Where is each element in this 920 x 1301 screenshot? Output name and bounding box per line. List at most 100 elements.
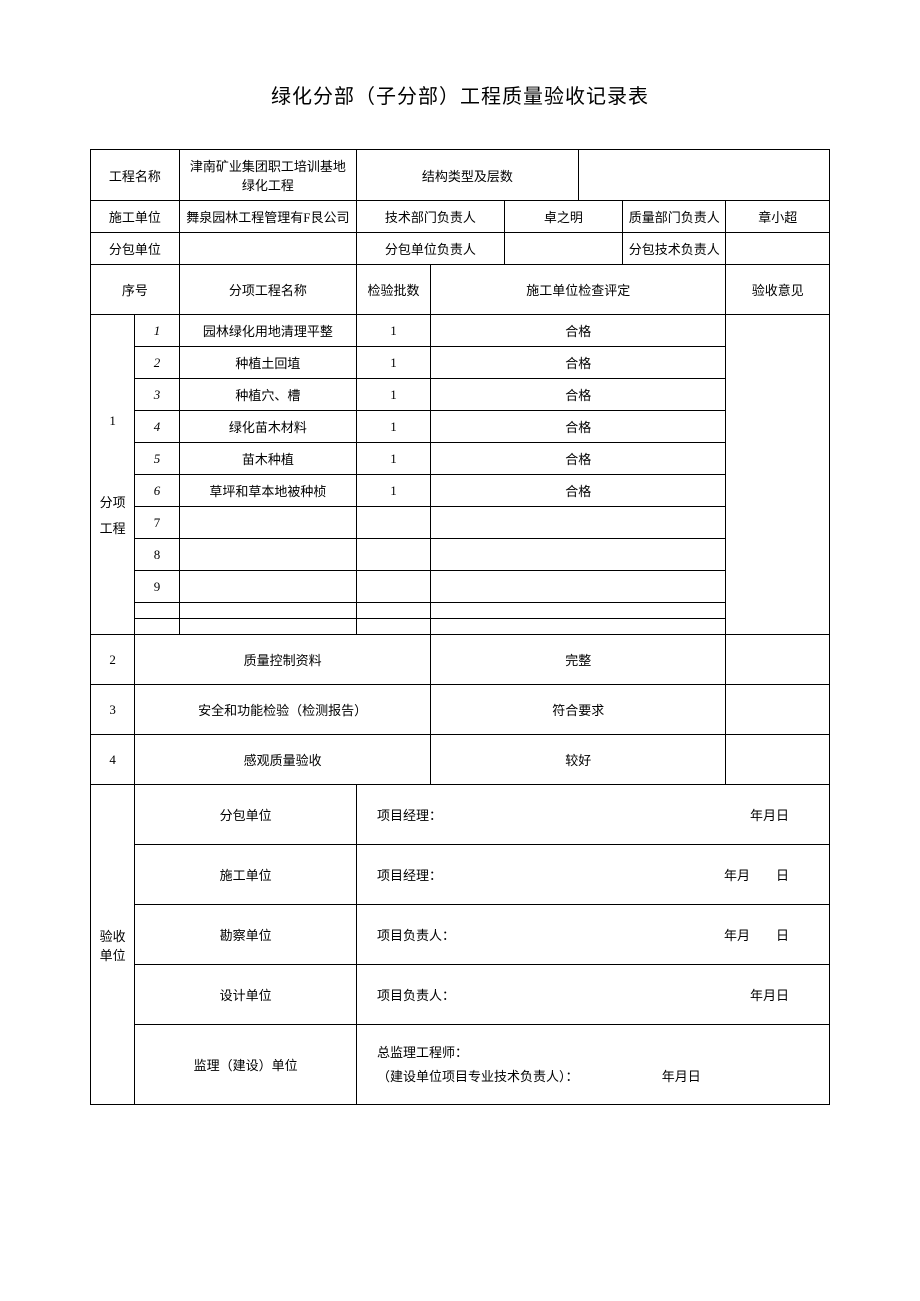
acceptance-group: 验收 单位 (91, 785, 135, 1105)
table-row: 4 感观质量验收 较好 (91, 735, 830, 785)
acceptance-row: 监理（建设）单位 总监理工程师： （建设单位项目专业技术负责人）： 年月日 (91, 1025, 830, 1105)
row-name: 园林绿化用地清理平整 (179, 315, 356, 347)
col-opinion: 验收意见 (726, 265, 830, 315)
summary-num: 4 (91, 735, 135, 785)
row-batch: 1 (357, 411, 431, 443)
row-num: 2 (135, 347, 179, 379)
summary-num: 2 (91, 635, 135, 685)
table-row: 1 分项 工程 1 园林绿化用地清理平整 1 合格 (91, 315, 830, 347)
col-eval: 施工单位检查评定 (430, 265, 726, 315)
row-eval: 合格 (430, 347, 726, 379)
acceptance-record-table: 工程名称 津南矿业集团职工培训基地绿化工程 结构类型及层数 施工单位 舞泉园林工… (90, 149, 830, 1105)
row-batch: 1 (357, 347, 431, 379)
row-name: 苗木种植 (179, 443, 356, 475)
table-row: 3 种植穴、槽 1 合格 (91, 379, 830, 411)
row-name: 种植土回埴 (179, 347, 356, 379)
summary-eval: 符合要求 (430, 685, 726, 735)
row-name (179, 603, 356, 619)
quality-leader-value: 章小超 (726, 201, 830, 233)
row-eval (430, 603, 726, 619)
acceptance-unit: 施工单位 (135, 845, 357, 905)
row-batch: 1 (357, 379, 431, 411)
subcontract-leader-value (504, 233, 622, 265)
row-eval (430, 571, 726, 603)
col-seq: 序号 (91, 265, 180, 315)
acceptance-sig: 项目经理： 年月 日 (357, 845, 830, 905)
row-num: 9 (135, 571, 179, 603)
acceptance-row: 勘察单位 项目负责人： 年月 日 (91, 905, 830, 965)
col-batch: 检验批数 (357, 265, 431, 315)
structure-type-value (578, 150, 829, 201)
row-num: 1 (135, 315, 179, 347)
acceptance-sig: 项目经理： 年月日 (357, 785, 830, 845)
tech-leader-value: 卓之明 (504, 201, 622, 233)
summary-num: 3 (91, 685, 135, 735)
section1-group: 1 分项 工程 (91, 315, 135, 635)
row-batch (357, 571, 431, 603)
supervision-sig: 总监理工程师： （建设单位项目专业技术负责人）： 年月日 (357, 1025, 830, 1105)
row-name: 种植穴、槽 (179, 379, 356, 411)
acceptance-sig: 项目负责人： 年月 日 (357, 905, 830, 965)
project-name-label: 工程名称 (91, 150, 180, 201)
row-num: 3 (135, 379, 179, 411)
construction-unit-value: 舞泉园林工程管理有F艮公司 (179, 201, 356, 233)
row-eval (430, 539, 726, 571)
opinion-cell (726, 315, 830, 635)
document-title: 绿化分部（子分部）工程质量验收记录表 (90, 80, 830, 109)
tech-leader-label: 技术部门负责人 (357, 201, 505, 233)
summary-opinion (726, 735, 830, 785)
summary-opinion (726, 685, 830, 735)
table-row: 4 绿化苗木材料 1 合格 (91, 411, 830, 443)
summary-name: 感观质量验收 (135, 735, 431, 785)
subcontract-unit-value (179, 233, 356, 265)
row-num (135, 603, 179, 619)
row-batch (357, 603, 431, 619)
structure-type-label: 结构类型及层数 (357, 150, 579, 201)
row-eval: 合格 (430, 443, 726, 475)
row-name (179, 619, 356, 635)
table-row: 2 种植土回埴 1 合格 (91, 347, 830, 379)
row-num: 8 (135, 539, 179, 571)
subcontract-leader-label: 分包单位负责人 (357, 233, 505, 265)
row-name (179, 507, 356, 539)
acceptance-row: 设计单位 项目负责人： 年月日 (91, 965, 830, 1025)
project-name-value: 津南矿业集团职工培训基地绿化工程 (179, 150, 356, 201)
row-batch (357, 539, 431, 571)
table-row: 3 安全和功能检验（检测报告） 符合要求 (91, 685, 830, 735)
row-num: 6 (135, 475, 179, 507)
row-eval (430, 619, 726, 635)
supervision-unit: 监理（建设）单位 (135, 1025, 357, 1105)
row-num: 7 (135, 507, 179, 539)
subcontract-tech-label: 分包技术负责人 (623, 233, 726, 265)
summary-name: 安全和功能检验（检测报告） (135, 685, 431, 735)
row-num (135, 619, 179, 635)
table-row (91, 619, 830, 635)
summary-eval: 完整 (430, 635, 726, 685)
row-eval: 合格 (430, 411, 726, 443)
table-row: 9 (91, 571, 830, 603)
summary-name: 质量控制资料 (135, 635, 431, 685)
col-item-name: 分项工程名称 (179, 265, 356, 315)
subcontract-unit-label: 分包单位 (91, 233, 180, 265)
acceptance-row: 施工单位 项目经理： 年月 日 (91, 845, 830, 905)
row-name (179, 539, 356, 571)
row-batch: 1 (357, 475, 431, 507)
quality-leader-label: 质量部门负责人 (623, 201, 726, 233)
row-num: 5 (135, 443, 179, 475)
summary-eval: 较好 (430, 735, 726, 785)
row-batch (357, 507, 431, 539)
row-batch: 1 (357, 315, 431, 347)
table-row: 5 苗木种植 1 合格 (91, 443, 830, 475)
row-batch (357, 619, 431, 635)
row-eval (430, 507, 726, 539)
row-name: 草坪和草本地被种桢 (179, 475, 356, 507)
row-eval: 合格 (430, 379, 726, 411)
table-row: 7 (91, 507, 830, 539)
row-name: 绿化苗木材料 (179, 411, 356, 443)
summary-opinion (726, 635, 830, 685)
acceptance-unit: 分包单位 (135, 785, 357, 845)
construction-unit-label: 施工单位 (91, 201, 180, 233)
acceptance-sig: 项目负责人： 年月日 (357, 965, 830, 1025)
table-row: 2 质量控制资料 完整 (91, 635, 830, 685)
table-row: 6 草坪和草本地被种桢 1 合格 (91, 475, 830, 507)
